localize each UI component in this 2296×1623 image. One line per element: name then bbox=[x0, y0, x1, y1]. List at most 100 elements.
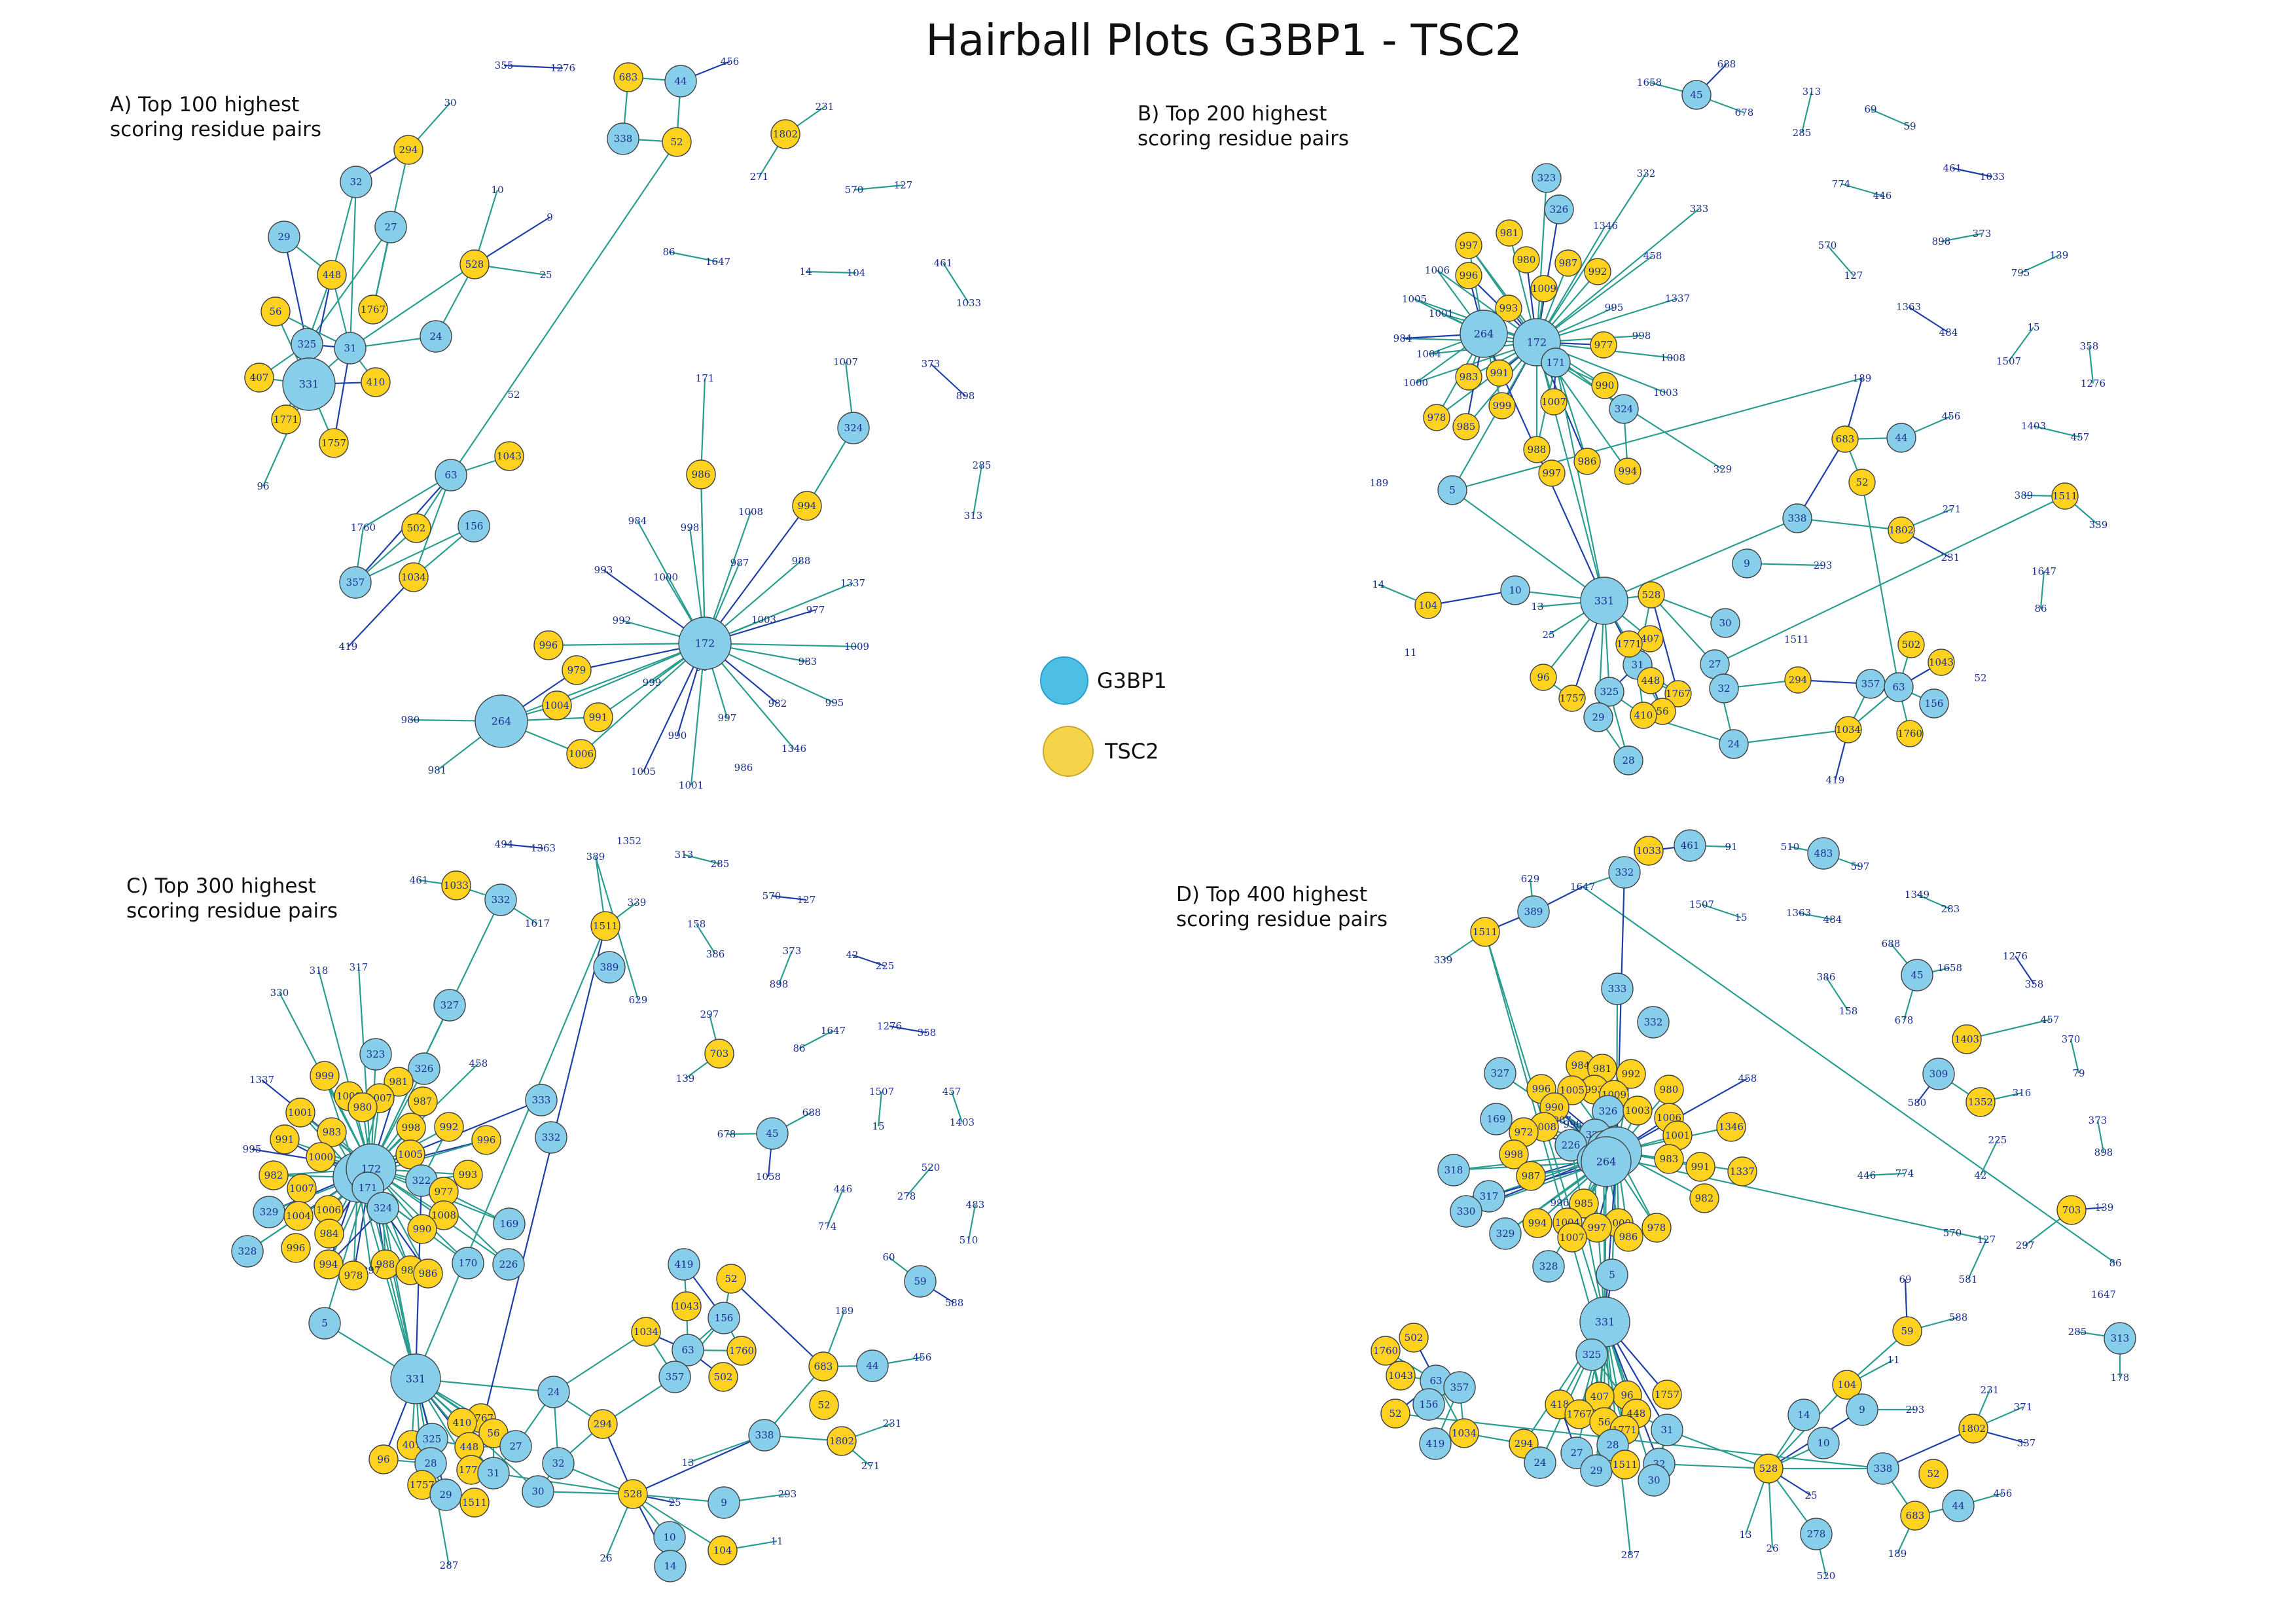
node-1802: 1802 bbox=[1888, 516, 1915, 544]
g3bp1-node-circle bbox=[668, 1248, 700, 1281]
g3bp1-node-circle bbox=[1884, 672, 1914, 702]
node-317: 317 bbox=[1473, 1180, 1505, 1213]
edge bbox=[317, 970, 372, 1169]
node-label: 683 bbox=[1906, 1510, 1925, 1522]
node-label: 285 bbox=[2068, 1326, 2087, 1338]
edge bbox=[2033, 425, 2081, 438]
node-label: 588 bbox=[1949, 1311, 1968, 1323]
node-992: 992 bbox=[1584, 258, 1611, 285]
node-label: 999 bbox=[1493, 400, 1512, 412]
node-980: 980 bbox=[1513, 246, 1540, 274]
node-985: 985 bbox=[1452, 413, 1480, 440]
tsc2-node-circle bbox=[1557, 1222, 1587, 1253]
node-label: 226 bbox=[499, 1258, 518, 1270]
node-label: 297 bbox=[2016, 1240, 2035, 1251]
tsc2-node-circle bbox=[1900, 1501, 1930, 1531]
node-label: 1007 bbox=[289, 1183, 314, 1194]
node-999: 999 bbox=[1488, 392, 1516, 419]
node-24: 24 bbox=[420, 320, 452, 353]
node-label: 156 bbox=[1420, 1399, 1439, 1410]
node-494: 494 bbox=[495, 838, 514, 850]
node-label: 1511 bbox=[2053, 490, 2077, 502]
node-1000: 1000 bbox=[306, 1142, 336, 1172]
node-1005: 1005 bbox=[631, 766, 656, 777]
node-52: 52 bbox=[1380, 1399, 1410, 1429]
node-331: 331 bbox=[1580, 577, 1628, 625]
edge bbox=[1801, 91, 1813, 134]
node-label: 330 bbox=[270, 987, 289, 999]
node-label: 318 bbox=[310, 965, 329, 976]
edge bbox=[2096, 1120, 2105, 1153]
node-978: 978 bbox=[1423, 404, 1450, 431]
node-label: 86 bbox=[2034, 603, 2047, 615]
node-15: 15 bbox=[2027, 321, 2039, 333]
node-label: 386 bbox=[1817, 971, 1836, 983]
node-79: 79 bbox=[2072, 1067, 2085, 1079]
node-1043: 1043 bbox=[672, 1291, 702, 1321]
node-label: 127 bbox=[894, 179, 913, 191]
node-label: 457 bbox=[942, 1086, 961, 1097]
g3bp1-node-circle bbox=[435, 459, 467, 491]
node-label: 1043 bbox=[1929, 656, 1954, 668]
node-419: 419 bbox=[1826, 774, 1845, 786]
node-328: 328 bbox=[1532, 1250, 1565, 1283]
node-5: 5 bbox=[308, 1307, 341, 1340]
panel-d-title: D) Top 400 highest scoring residue pairs bbox=[1176, 883, 1388, 931]
node-label: 1507 bbox=[1689, 899, 1714, 910]
edge bbox=[1452, 490, 1605, 601]
node-label: 5 bbox=[1609, 1269, 1615, 1281]
node-1647: 1647 bbox=[2032, 565, 2056, 577]
node-14: 14 bbox=[799, 266, 812, 277]
node-label: 24 bbox=[547, 1386, 560, 1398]
node-984: 984 bbox=[628, 515, 647, 527]
node-45: 45 bbox=[1681, 80, 1712, 110]
node-29: 29 bbox=[429, 1478, 462, 1511]
node-label: 52 bbox=[1974, 672, 1986, 684]
node-995: 995 bbox=[1605, 302, 1624, 313]
node-1006: 1006 bbox=[566, 739, 596, 769]
node-1771: 1771 bbox=[1615, 630, 1643, 658]
tsc2-node-circle bbox=[1538, 459, 1566, 487]
node-label: 318 bbox=[1444, 1164, 1463, 1176]
node-label: 329 bbox=[1496, 1228, 1515, 1240]
edge bbox=[889, 1025, 927, 1034]
edge bbox=[1827, 245, 1854, 276]
node-label: 156 bbox=[1925, 698, 1944, 709]
node-label: 996 bbox=[1460, 270, 1479, 281]
node-label: 30 bbox=[531, 1486, 544, 1497]
node-978: 978 bbox=[1641, 1213, 1672, 1243]
tsc2-node-circle bbox=[1716, 1112, 1746, 1142]
tsc2-node-circle bbox=[613, 62, 643, 92]
node-1009: 1009 bbox=[1530, 275, 1558, 302]
node-14: 14 bbox=[1372, 579, 1384, 590]
node-225: 225 bbox=[876, 960, 895, 972]
node-label: 1647 bbox=[2032, 565, 2056, 577]
node-1511: 1511 bbox=[1610, 1450, 1640, 1480]
node-373: 373 bbox=[1973, 228, 1992, 240]
node-984: 984 bbox=[1566, 1050, 1596, 1080]
node-337: 337 bbox=[2017, 1437, 2036, 1449]
node-label: 63 bbox=[681, 1344, 694, 1356]
tsc2-node-circle bbox=[1554, 249, 1582, 277]
node-label: 994 bbox=[798, 500, 817, 512]
node-1003: 1003 bbox=[1623, 1096, 1653, 1126]
node-457: 457 bbox=[2041, 1014, 2060, 1026]
tsc2-node-circle bbox=[1584, 258, 1611, 285]
node-389: 389 bbox=[586, 851, 605, 863]
node-333: 333 bbox=[1601, 972, 1634, 1005]
node-label: 1006 bbox=[316, 1204, 341, 1216]
tsc2-node-circle bbox=[459, 249, 490, 279]
node-label: 1005 bbox=[1402, 293, 1427, 305]
node-label: 325 bbox=[1583, 1349, 1602, 1361]
tsc2-node-circle bbox=[1522, 1208, 1552, 1238]
node-278: 278 bbox=[1800, 1518, 1833, 1550]
tsc2-node-circle bbox=[808, 1351, 838, 1382]
node-label: 313 bbox=[1803, 86, 1821, 98]
node-label: 389 bbox=[2015, 490, 2034, 501]
g3bp1-node-circle bbox=[1473, 1180, 1505, 1213]
g3bp1-node-circle bbox=[522, 1475, 554, 1508]
node-label: 278 bbox=[1807, 1528, 1826, 1540]
node-label: 1802 bbox=[1961, 1423, 1986, 1435]
node-label: 991 bbox=[1691, 1161, 1710, 1173]
node-1767: 1767 bbox=[358, 294, 388, 325]
